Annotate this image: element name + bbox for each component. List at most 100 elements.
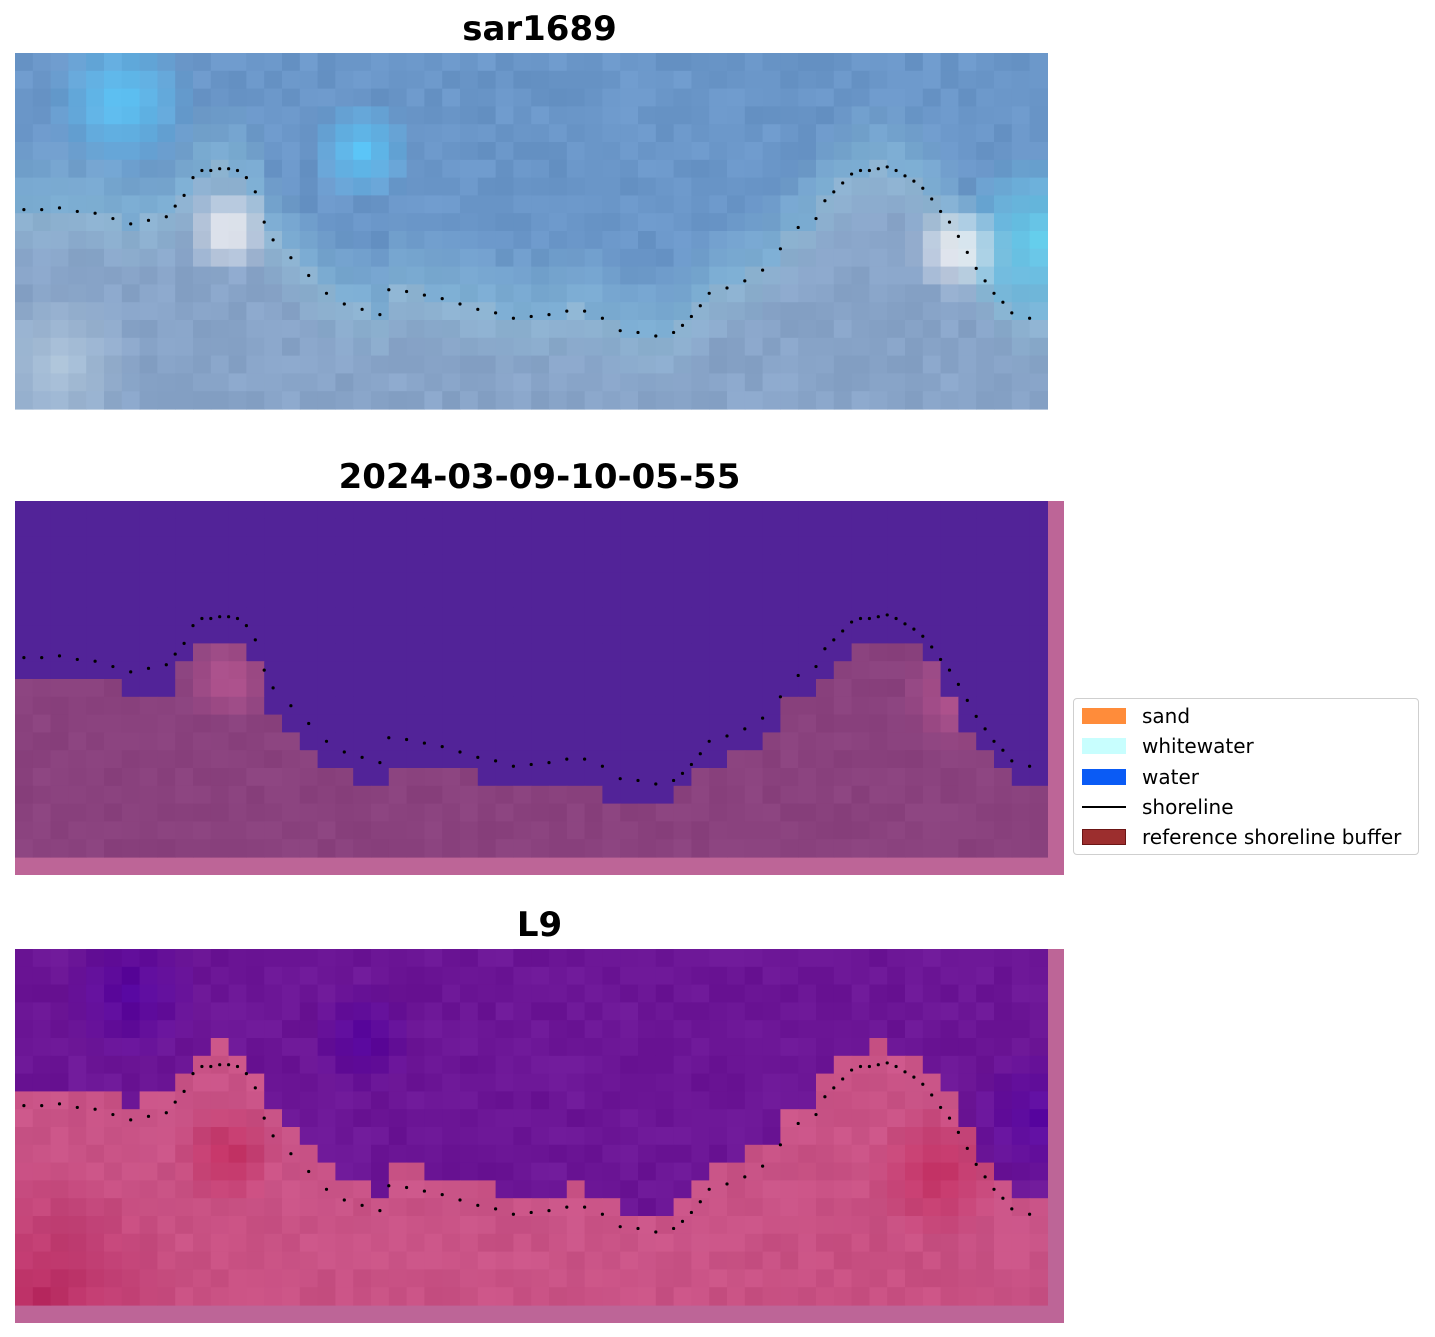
index-pixel xyxy=(299,1127,319,1146)
index-pixel xyxy=(531,1180,550,1199)
index-pixel xyxy=(371,1269,390,1288)
class-pixel xyxy=(442,572,461,591)
index-pixel xyxy=(673,1180,692,1199)
rgb-pixel xyxy=(460,195,479,214)
class-pixel xyxy=(264,768,283,787)
index-pixel xyxy=(317,1144,336,1164)
rgb-pixel xyxy=(673,213,692,232)
index-pixel xyxy=(709,984,728,1003)
index-pixel xyxy=(655,1055,675,1075)
class-pixel xyxy=(121,696,141,716)
index-pixel xyxy=(157,984,176,1003)
index-pixel xyxy=(602,1109,621,1128)
class-pixel xyxy=(727,607,746,627)
index-pixel xyxy=(869,1251,888,1270)
rgb-pixel xyxy=(246,124,265,143)
shoreline-point xyxy=(378,313,382,317)
class-pixel xyxy=(691,607,710,627)
index-pixel xyxy=(584,1038,603,1057)
index-pixel xyxy=(869,1020,888,1039)
class-pixel xyxy=(851,554,870,573)
class-pixel xyxy=(798,643,817,662)
index-pixel xyxy=(1011,1251,1031,1270)
index-pixel xyxy=(584,1002,603,1021)
rgb-pixel xyxy=(620,320,639,339)
rgb-pixel xyxy=(15,391,34,410)
class-pixel xyxy=(282,714,301,733)
index-pixel xyxy=(887,1127,906,1146)
index-pixel xyxy=(513,1002,532,1021)
rgb-pixel xyxy=(798,53,817,72)
shoreline-point xyxy=(289,256,293,260)
rgb-pixel xyxy=(762,337,781,357)
index-pixel xyxy=(691,1216,710,1235)
shoreline-point xyxy=(698,752,702,756)
index-pixel xyxy=(798,1251,817,1270)
rgb-pixel xyxy=(976,70,995,90)
index-pixel xyxy=(282,1233,301,1253)
index-pixel xyxy=(513,1038,532,1057)
index-pixel xyxy=(691,1038,710,1057)
rgb-pixel xyxy=(460,213,479,232)
index-pixel xyxy=(922,1233,942,1253)
class-pixel xyxy=(139,679,158,698)
index-pixel xyxy=(460,966,479,986)
index-pixel xyxy=(68,1251,87,1270)
class-pixel xyxy=(495,785,514,805)
rgb-pixel xyxy=(460,302,479,321)
rgb-pixel xyxy=(691,337,710,357)
class-pixel xyxy=(798,590,817,609)
index-pixel xyxy=(282,1251,301,1270)
index-pixel xyxy=(477,1109,497,1128)
rgb-pixel xyxy=(121,320,141,339)
index-pixel xyxy=(228,1233,247,1253)
index-pixel xyxy=(638,1055,657,1075)
shoreline-point xyxy=(725,286,729,290)
index-pixel xyxy=(994,1055,1013,1075)
rgb-pixel xyxy=(264,213,283,232)
class-pixel xyxy=(1011,501,1031,520)
rgb-pixel xyxy=(994,320,1013,339)
rgb-pixel xyxy=(477,284,497,303)
rgb-pixel xyxy=(638,337,657,357)
rgb-pixel xyxy=(317,302,336,321)
index-pixel xyxy=(1029,1198,1048,1217)
index-pixel xyxy=(104,1073,123,1092)
class-pixel xyxy=(86,750,105,769)
index-pixel xyxy=(976,1162,995,1181)
rgb-pixel xyxy=(833,266,853,285)
rgb-pixel xyxy=(709,373,728,392)
index-pixel xyxy=(175,1091,194,1110)
class-pixel xyxy=(922,590,942,609)
shoreline-point xyxy=(965,250,969,254)
rgb-pixel xyxy=(264,70,283,90)
class-pixel xyxy=(1011,554,1031,573)
index-pixel xyxy=(264,1216,283,1235)
index-pixel xyxy=(549,1002,568,1021)
class-pixel xyxy=(833,536,853,555)
shoreline-point xyxy=(725,734,729,738)
rgb-pixel xyxy=(424,320,443,339)
class-pixel xyxy=(851,625,870,644)
index-pixel xyxy=(104,949,123,968)
index-pixel xyxy=(584,1073,603,1092)
index-pixel xyxy=(246,966,265,986)
shoreline-point xyxy=(956,1130,961,1134)
index-pixel xyxy=(833,1127,853,1146)
rgb-pixel xyxy=(1011,248,1031,268)
class-pixel xyxy=(1029,501,1048,520)
class-pixel xyxy=(869,625,888,644)
index-pixel xyxy=(86,1251,105,1270)
index-pixel xyxy=(388,1180,408,1199)
rgb-pixel xyxy=(1029,159,1048,179)
class-pixel xyxy=(638,714,657,733)
rgb-pixel xyxy=(549,88,568,107)
shoreline-point xyxy=(40,656,44,660)
class-pixel xyxy=(762,643,781,662)
class-pixel xyxy=(299,732,319,751)
index-pixel xyxy=(353,1251,372,1270)
index-pixel xyxy=(246,1180,265,1199)
rgb-pixel xyxy=(673,284,692,303)
index-pixel xyxy=(691,984,710,1003)
rgb-pixel xyxy=(477,337,497,357)
